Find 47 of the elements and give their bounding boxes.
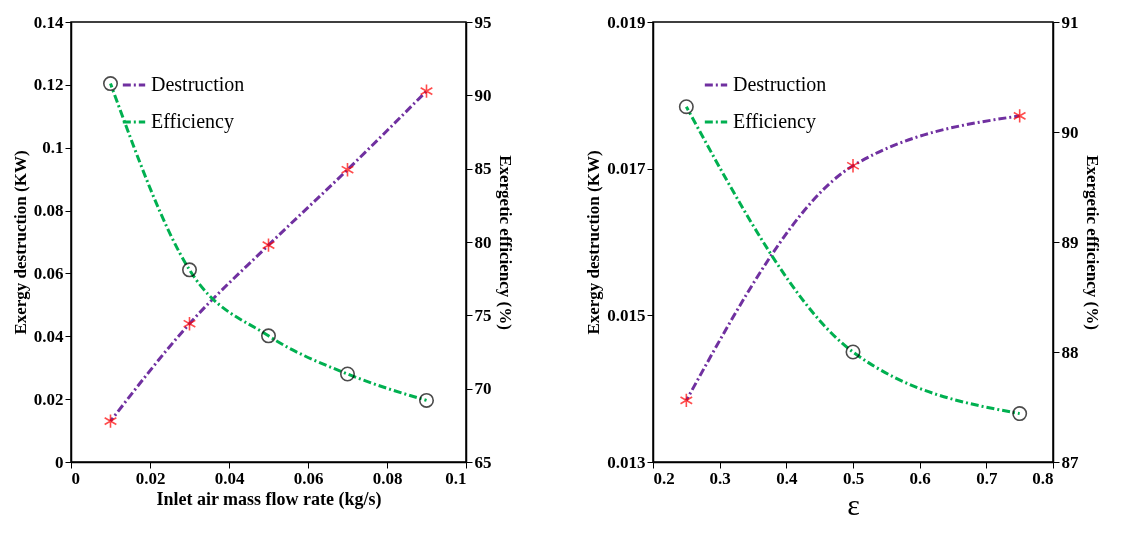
y2-tick-label: 80 [474, 232, 492, 252]
y-tick-label: 0.14 [33, 12, 64, 32]
legend-label: Destruction [151, 73, 245, 95]
y2-tick-label: 75 [474, 305, 492, 325]
legend-label: Efficiency [151, 110, 234, 133]
y2-axis-title: Exergetic efficiency (%) [1082, 155, 1102, 330]
legend-label: Destruction [733, 73, 827, 95]
y2-axis-title: Exergetic efficiency (%) [495, 155, 515, 330]
x-tick-label: 0.2 [653, 468, 675, 488]
x-tick-label: 0.3 [709, 468, 731, 488]
y-tick-label: 0.019 [607, 12, 646, 32]
x-axis-title: ε [847, 487, 860, 521]
y2-tick-label: 90 [1061, 122, 1079, 142]
y2-tick-label: 85 [474, 159, 492, 179]
y2-tick-label: 91 [1061, 12, 1079, 32]
y2-tick-label: 89 [1061, 232, 1079, 252]
y-tick-label: 0.08 [33, 201, 64, 221]
y-tick-label: 0 [55, 452, 64, 472]
x-tick-label: 0.08 [372, 468, 403, 488]
x-tick-label: 0.7 [976, 468, 998, 488]
x-tick-label: 0.8 [1032, 468, 1054, 488]
y-axis-title: Exergy destruction (KW) [584, 150, 604, 335]
y-axis-title: Exergy destruction (KW) [10, 150, 30, 335]
x-tick-label: 0.1 [445, 468, 467, 488]
y-tick-label: 0.1 [42, 138, 64, 158]
y-tick-label: 0.017 [607, 159, 646, 179]
y2-tick-label: 87 [1061, 452, 1079, 472]
x-tick-label: 0 [71, 468, 80, 488]
y-tick-label: 0.013 [607, 452, 646, 472]
y2-tick-label: 88 [1061, 342, 1079, 362]
y-tick-label: 0.06 [33, 263, 64, 283]
y-tick-label: 0.015 [607, 305, 646, 325]
x-tick-label: 0.6 [909, 468, 931, 488]
x-tick-label: 0.02 [135, 468, 166, 488]
y2-tick-label: 95 [474, 12, 492, 32]
y2-tick-label: 70 [474, 379, 492, 399]
y2-tick-label: 65 [474, 452, 492, 472]
x-axis-title: Inlet air mass flow rate (kg/s) [156, 488, 382, 510]
x-tick-label: 0.04 [214, 468, 245, 488]
x-tick-label: 0.4 [776, 468, 798, 488]
y-tick-label: 0.12 [33, 75, 64, 95]
x-tick-label: 0.06 [293, 468, 324, 488]
y-tick-label: 0.02 [33, 389, 64, 409]
x-tick-label: 0.5 [842, 468, 865, 488]
legend-label: Efficiency [733, 110, 816, 133]
y-tick-label: 0.04 [33, 326, 64, 346]
y2-tick-label: 90 [474, 85, 492, 105]
